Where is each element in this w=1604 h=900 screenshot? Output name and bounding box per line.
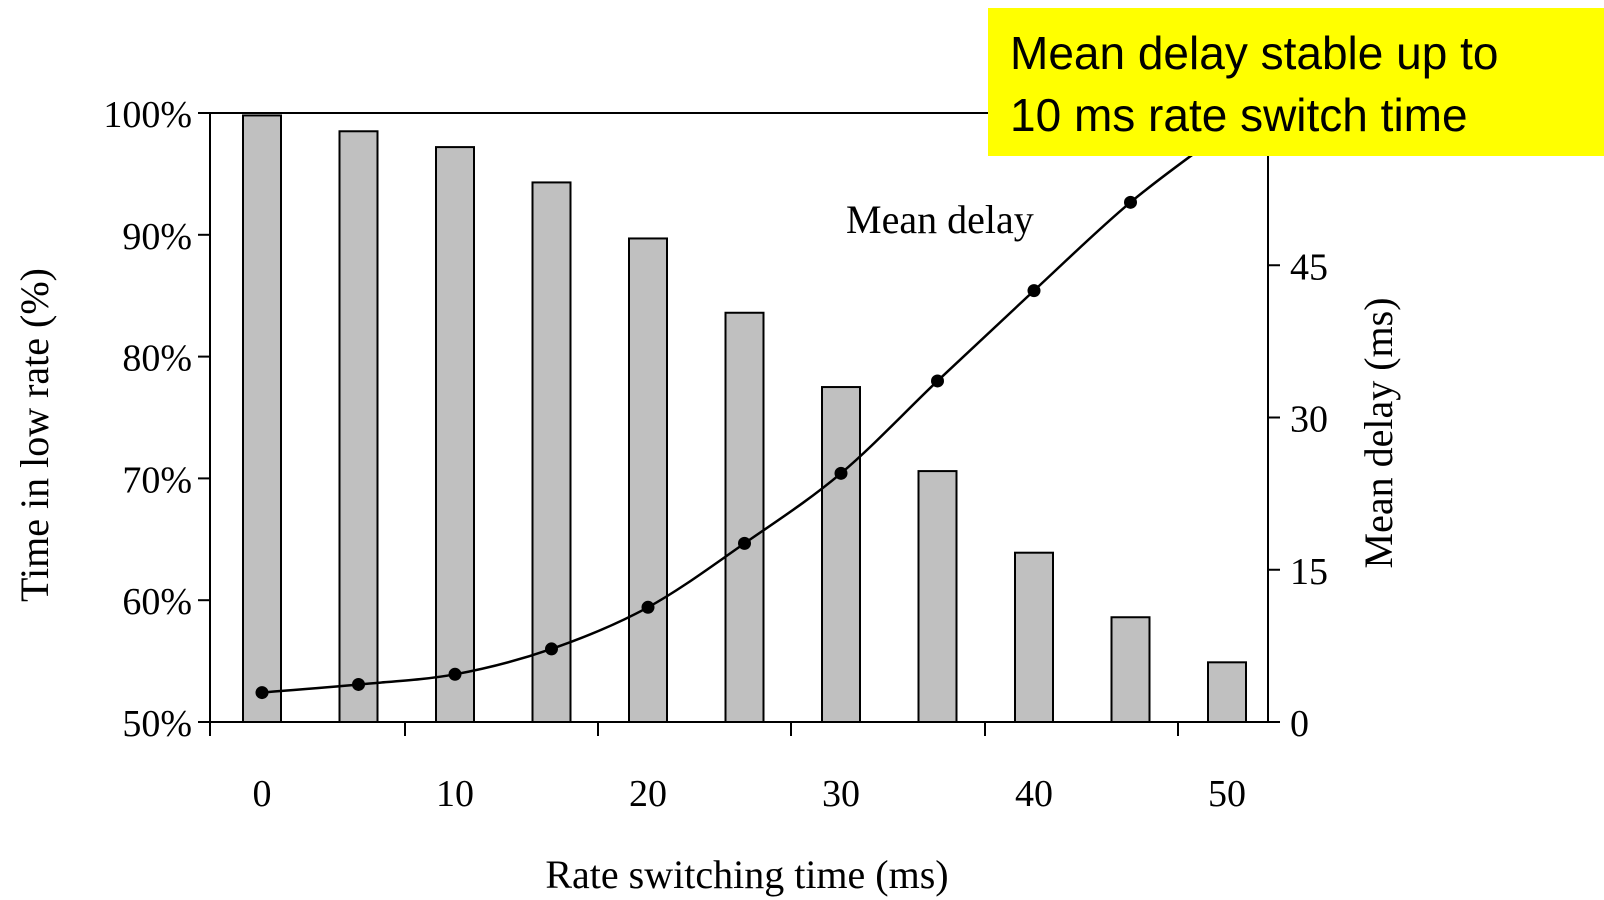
x-tick-label-0: 0 [253,773,272,815]
bar-6 [821,386,861,723]
x-tick-label-3: 30 [822,773,860,815]
bar-0 [242,114,282,724]
x-tick-label-5: 50 [1208,773,1246,815]
bar-10 [1207,661,1247,723]
mean-delay-point-8 [1027,284,1041,298]
x-ticks: 0 10 20 30 40 50 [209,722,1246,815]
y-axis-label: Time in low rate (%) [12,268,57,602]
y-tick-label-4: 90% [122,216,192,258]
y2-ticks: 0 15 30 45 [1268,246,1328,745]
bar-3 [531,181,572,723]
mean-delay-line [261,84,1286,694]
mean-delay-point-2 [448,667,462,681]
x-tick-label-2: 20 [629,773,667,815]
bar-4 [628,237,668,723]
y2-tick-label-1: 15 [1290,551,1328,593]
bars [242,114,1247,724]
y-tick-label-1: 60% [122,581,192,623]
y-tick-label-2: 70% [122,459,192,501]
mean-delay-point-3 [545,642,558,656]
mean-delay-annotation: Mean delay [846,197,1034,242]
callout-line-2: 10 ms rate switch time [1010,89,1468,141]
mean-delay-point-0 [255,686,269,700]
mean-delay-point-5 [738,536,751,550]
bar-5 [724,311,765,723]
y-tick-label-5: 100% [103,94,192,136]
y-ticks: 50% 60% 70% 80% 90% 100% [103,94,210,745]
bar-9 [1110,616,1151,724]
bar-7 [917,470,958,724]
mean-delay-point-4 [641,600,655,614]
callout-box: Mean delay stable up to 10 ms rate switc… [988,8,1604,156]
bar-8 [1014,551,1054,723]
y-tick-label-0: 50% [122,703,192,745]
y2-axis-label: Mean delay (ms) [1356,297,1401,568]
mean-delay-point-9 [1124,195,1137,209]
y2-tick-label-3: 45 [1290,246,1328,288]
mean-delay-point-6 [834,466,848,480]
bar-2 [435,146,475,723]
x-tick-label-4: 40 [1015,773,1053,815]
bar-1 [338,130,379,723]
mean-delay-point-1 [352,677,365,691]
mean-delay-line-layer [255,84,1286,700]
x-axis-label: Rate switching time (ms) [545,852,948,897]
x-tick-label-1: 10 [436,773,474,815]
y-tick-label-3: 80% [122,338,192,380]
y2-tick-label-2: 30 [1290,399,1328,441]
mean-delay-point-7 [931,374,944,388]
y2-tick-label-0: 0 [1290,703,1309,745]
callout-line-1: Mean delay stable up to [1010,27,1499,79]
